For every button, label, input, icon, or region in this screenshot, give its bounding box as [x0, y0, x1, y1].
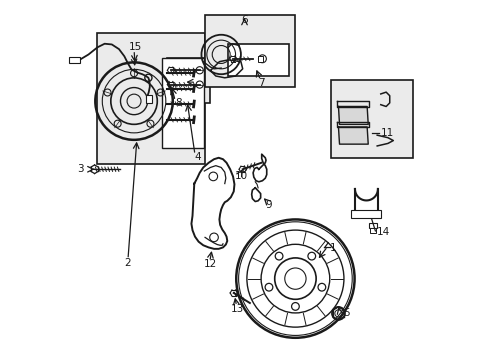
- Text: 10: 10: [234, 171, 247, 181]
- Text: 5: 5: [342, 308, 348, 318]
- Text: 14: 14: [376, 227, 389, 237]
- Text: 15: 15: [128, 42, 142, 52]
- Bar: [162, 58, 204, 148]
- Bar: [228, 44, 289, 76]
- Text: 6: 6: [241, 15, 247, 26]
- Text: 11: 11: [380, 129, 393, 138]
- Bar: [368, 224, 376, 228]
- Polygon shape: [338, 107, 367, 125]
- Bar: [369, 228, 376, 233]
- Bar: [258, 56, 262, 62]
- Text: 2: 2: [124, 258, 131, 268]
- Bar: [97, 33, 204, 164]
- Text: 4: 4: [194, 152, 201, 162]
- Text: 9: 9: [265, 200, 272, 210]
- Bar: [351, 211, 381, 218]
- Bar: [204, 15, 294, 87]
- Text: 13: 13: [230, 304, 244, 314]
- Bar: [145, 95, 151, 103]
- Bar: [330, 80, 412, 158]
- Bar: [69, 57, 80, 63]
- Text: 7: 7: [258, 78, 264, 88]
- Bar: [167, 58, 210, 103]
- Text: 8: 8: [175, 98, 181, 108]
- Polygon shape: [338, 127, 367, 144]
- Text: 1: 1: [329, 243, 336, 253]
- Text: 3: 3: [77, 164, 83, 174]
- Text: 12: 12: [203, 259, 217, 269]
